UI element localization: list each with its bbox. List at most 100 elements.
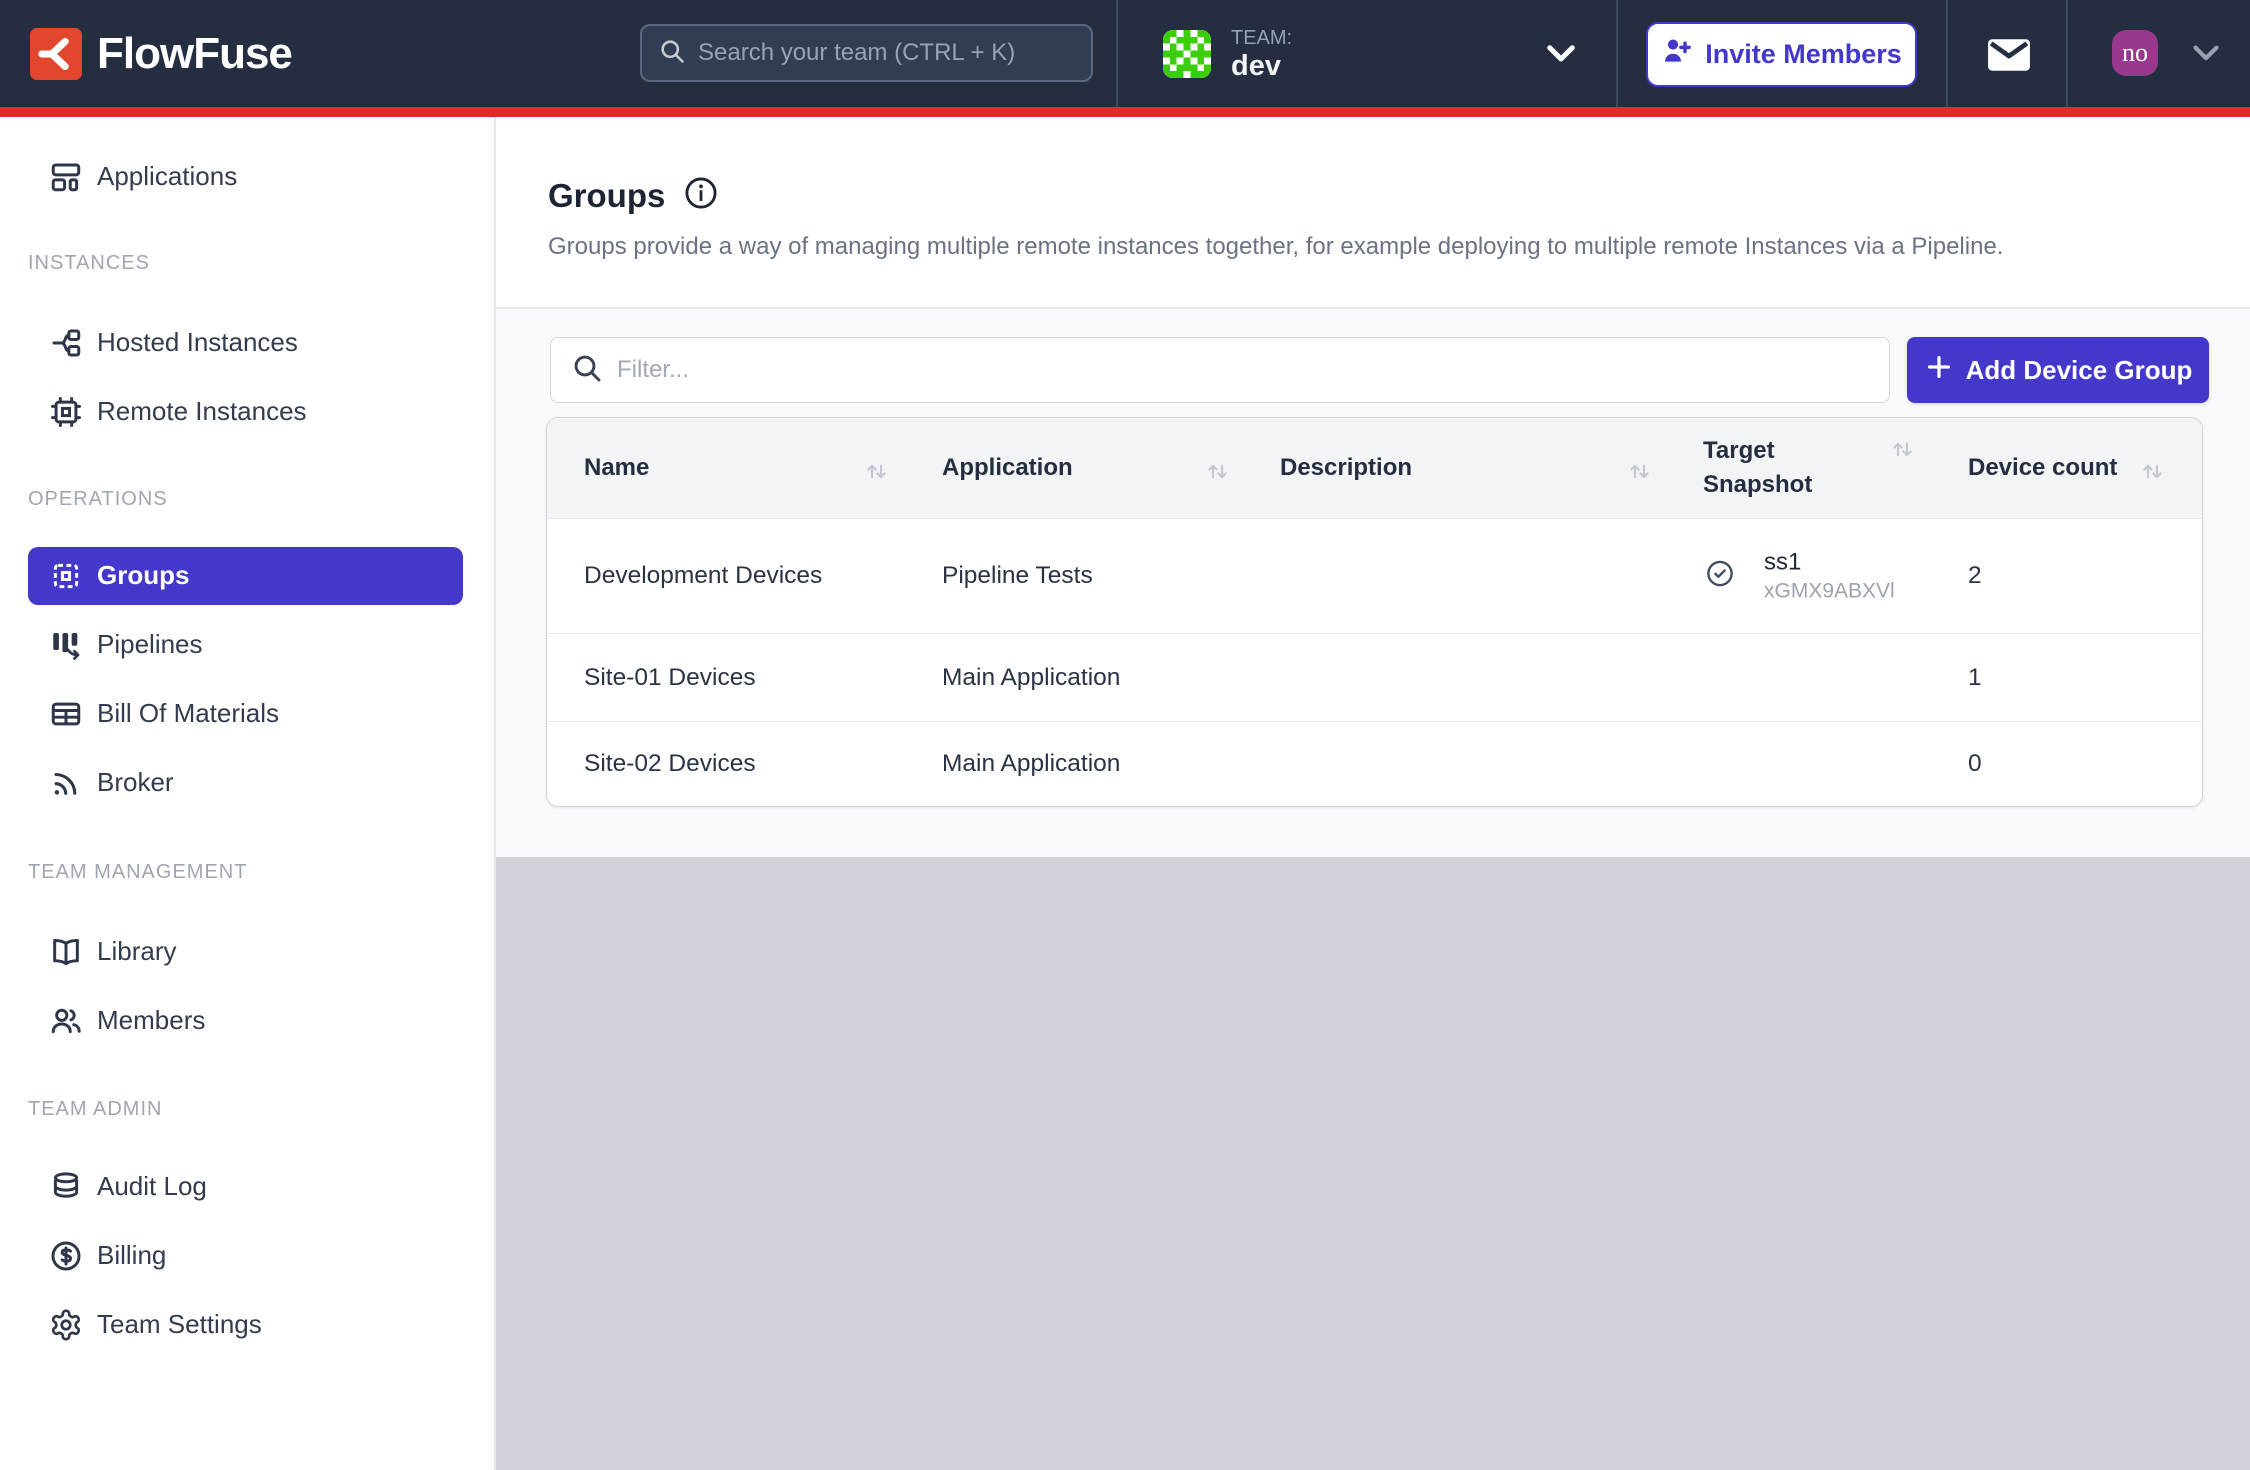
sidebar-item-label: Applications [97, 161, 238, 191]
sidebar-item-label: Remote Instances [97, 396, 307, 426]
cell-application: Main Application [942, 750, 1121, 777]
top-navbar: FlowFuse TEAM: [0, 0, 2250, 117]
sidebar-section-team-management: TEAM MANAGEMENT [28, 860, 248, 883]
filter-box[interactable] [550, 337, 1890, 403]
sidebar-item-applications[interactable]: Applications [0, 142, 494, 211]
navbar-divider [1946, 0, 1948, 107]
table-header-row: Name Application Description Target Snap… [547, 418, 2202, 519]
sidebar-item-label: Library [97, 936, 177, 966]
column-header-target-snapshot[interactable]: Target Snapshot [1703, 437, 1813, 498]
team-switcher[interactable]: TEAM: dev [1163, 0, 1292, 107]
sidebar-item-label: Team Settings [97, 1309, 262, 1339]
snapshot-id: xGMX9ABXVl [1764, 579, 1895, 603]
cell-device-count: 0 [1968, 750, 1982, 777]
user-plus-icon [1661, 35, 1693, 74]
page-header: Groups Groups provide a way of managing … [496, 117, 2250, 309]
filter-input[interactable] [617, 356, 1869, 384]
sidebar-section-instances: INSTANCES [28, 251, 150, 274]
sidebar-item-groups[interactable]: Groups [0, 541, 494, 610]
column-header-name[interactable]: Name [584, 454, 650, 481]
sidebar-item-remote-instances[interactable]: Remote Instances [0, 377, 494, 446]
page-description: Groups provide a way of managing multipl… [548, 233, 2004, 260]
sidebar-item-label: Members [97, 1005, 206, 1035]
sidebar-item-label: Groups [97, 560, 190, 590]
audit-log-icon [48, 1169, 84, 1205]
team-label: TEAM: [1231, 26, 1293, 49]
active-item-highlight [28, 546, 463, 605]
check-circle-icon [1705, 559, 1735, 594]
plus-icon [1924, 352, 1954, 389]
navbar-divider [1116, 0, 1118, 107]
add-device-group-label: Add Device Group [1965, 354, 2193, 385]
team-search[interactable] [640, 24, 1093, 82]
sort-icon[interactable] [2139, 458, 2166, 490]
sort-icon[interactable] [1626, 458, 1653, 490]
cell-name: Development Devices [584, 562, 823, 589]
info-icon[interactable] [683, 175, 719, 216]
remote-instances-icon [48, 394, 84, 430]
sort-icon[interactable] [1204, 458, 1231, 490]
user-initials: no [2122, 38, 2148, 67]
main-content: Groups Groups provide a way of managing … [496, 117, 2250, 1470]
table-row[interactable]: Site-02 Devices Main Application 0 [547, 722, 2202, 806]
user-menu-chevron-down-icon[interactable] [2192, 45, 2220, 67]
team-settings-icon [48, 1307, 84, 1343]
sidebar-item-billing[interactable]: Billing [0, 1221, 494, 1290]
sidebar-item-label: Broker [97, 767, 174, 797]
filter-search-icon [571, 352, 603, 389]
search-icon [658, 37, 686, 70]
toolbar: Add Device Group [550, 337, 2209, 403]
applications-icon [48, 159, 84, 195]
column-header-description[interactable]: Description [1280, 454, 1413, 481]
table-row[interactable]: Development Devices Pipeline Tests ss1 x… [547, 519, 2202, 634]
sidebar-item-pipelines[interactable]: Pipelines [0, 610, 494, 679]
sidebar-item-label: Audit Log [97, 1171, 207, 1201]
device-groups-table: Name Application Description Target Snap… [546, 417, 2203, 807]
team-name: dev [1231, 49, 1281, 82]
sidebar-item-label: Hosted Instances [97, 327, 298, 357]
team-chevron-down-icon[interactable] [1546, 45, 1576, 68]
brand-name: FlowFuse [97, 28, 293, 78]
sort-icon[interactable] [1889, 436, 1916, 468]
cell-name: Site-01 Devices [584, 663, 756, 691]
sidebar-item-label: Billing [97, 1240, 167, 1270]
broker-icon [48, 765, 84, 801]
sidebar: Applications INSTANCES Hosted Instances … [0, 117, 496, 1470]
sidebar-item-label: Bill Of Materials [97, 698, 280, 728]
add-device-group-button[interactable]: Add Device Group [1907, 337, 2209, 403]
bill-of-materials-icon [48, 696, 84, 732]
column-header-application[interactable]: Application [942, 454, 1073, 481]
members-icon [48, 1003, 84, 1039]
cell-device-count: 1 [1968, 663, 1982, 691]
page-title: Groups [548, 176, 666, 214]
column-header-device-count[interactable]: Device count [1968, 454, 2118, 481]
sidebar-item-members[interactable]: Members [0, 986, 494, 1055]
navbar-divider [1616, 0, 1618, 107]
pipelines-icon [48, 627, 84, 663]
sidebar-item-bill-of-materials[interactable]: Bill Of Materials [0, 679, 494, 748]
sort-icon[interactable] [863, 458, 890, 490]
sidebar-item-team-settings[interactable]: Team Settings [0, 1290, 494, 1359]
billing-icon [48, 1238, 84, 1274]
invite-members-label: Invite Members [1705, 39, 1902, 69]
sidebar-item-audit-log[interactable]: Audit Log [0, 1152, 494, 1221]
snapshot-name: ss1 [1764, 548, 1802, 576]
library-icon [48, 934, 84, 970]
team-avatar [1163, 29, 1211, 78]
table-row[interactable]: Site-01 Devices Main Application 1 [547, 634, 2202, 722]
user-avatar[interactable]: no [2112, 30, 2158, 76]
navbar-divider [2066, 0, 2068, 107]
sidebar-item-broker[interactable]: Broker [0, 748, 494, 817]
sidebar-item-label: Pipelines [97, 629, 203, 659]
brand[interactable]: FlowFuse [30, 0, 293, 107]
search-input[interactable] [698, 39, 1075, 67]
cell-name: Site-02 Devices [584, 750, 756, 777]
cell-application: Pipeline Tests [942, 562, 1093, 589]
invite-members-button[interactable]: Invite Members [1646, 22, 1917, 87]
mail-icon[interactable] [1987, 38, 2031, 77]
hosted-instances-icon [48, 325, 84, 361]
viewport-filler [496, 857, 2250, 1470]
sidebar-item-hosted-instances[interactable]: Hosted Instances [0, 308, 494, 377]
target-snapshot-cell: ss1 xGMX9ABXVl [1764, 548, 1895, 605]
sidebar-item-library[interactable]: Library [0, 917, 494, 986]
